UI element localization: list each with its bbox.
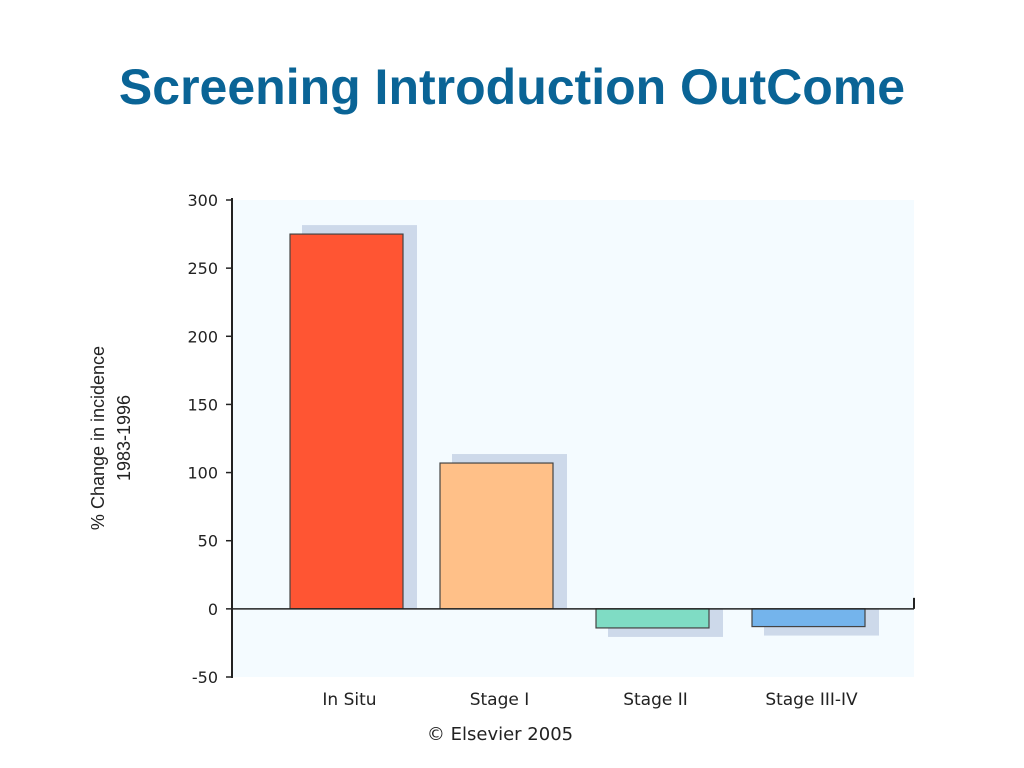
bar-stage-ii bbox=[595, 608, 710, 629]
y-tick-label: -50 bbox=[192, 668, 218, 687]
category-labels: In Situ Stage I Stage II Stage III-IV bbox=[322, 690, 858, 710]
copyright-credit: © Elsevier 2005 bbox=[426, 724, 574, 745]
y-axis-title-line: 1983-1996 bbox=[114, 395, 134, 481]
category-label: Stage I bbox=[470, 690, 530, 710]
bar-in-situ bbox=[289, 233, 404, 610]
bars bbox=[289, 233, 866, 629]
y-tick-label: 100 bbox=[187, 464, 218, 483]
y-axis-title: % Change in incidence 1983-1996 bbox=[88, 346, 134, 530]
slide-title: Screening Introduction OutCome bbox=[118, 59, 906, 115]
bar-stage-iii-iv bbox=[751, 608, 866, 628]
category-label: Stage III-IV bbox=[765, 690, 858, 710]
y-axis-title-line: % Change in incidence bbox=[88, 346, 108, 530]
bar-stage-i bbox=[439, 462, 554, 610]
y-tick-label: 50 bbox=[198, 532, 218, 551]
category-label: Stage II bbox=[623, 690, 688, 710]
category-label: In Situ bbox=[322, 690, 376, 710]
y-axis: -50 0 50 100 150 200 250 300 bbox=[187, 191, 233, 687]
y-tick-label: 150 bbox=[187, 395, 218, 414]
x-axis bbox=[232, 597, 915, 610]
y-tick-label: 200 bbox=[187, 327, 218, 346]
y-tick-label: 300 bbox=[187, 191, 218, 210]
y-tick-label: 250 bbox=[187, 259, 218, 278]
y-tick-label: 0 bbox=[208, 600, 218, 619]
